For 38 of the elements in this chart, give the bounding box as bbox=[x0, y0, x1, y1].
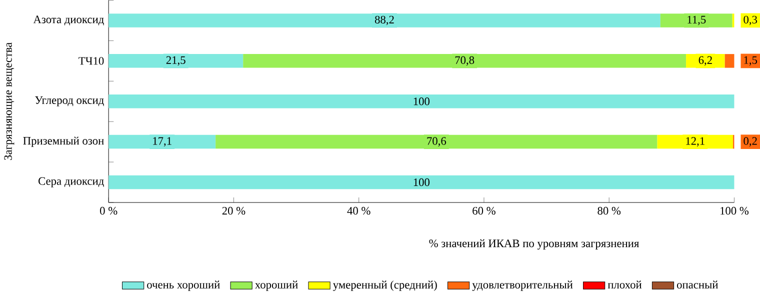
x-tick-label: 80 % bbox=[598, 206, 621, 214]
bar bbox=[108, 175, 734, 189]
legend-label: умеренный (средний) bbox=[333, 280, 437, 291]
bar bbox=[216, 134, 658, 148]
y-tick-label: ТЧ10 bbox=[78, 56, 104, 65]
y-tick-label: Азота диоксид bbox=[33, 15, 104, 26]
data-label: 12,1 bbox=[686, 136, 704, 146]
data-label: 88,2 bbox=[374, 16, 394, 25]
data-label: 17,1 bbox=[153, 136, 172, 146]
data-label: 11,5 bbox=[688, 16, 706, 25]
data-label: 21,5 bbox=[166, 56, 186, 66]
legend-label: опасный bbox=[677, 280, 718, 288]
legend-label: удовлетворительный bbox=[472, 280, 573, 291]
data-label: 0,2 bbox=[744, 136, 757, 146]
bar bbox=[724, 54, 734, 68]
data-label: 100 bbox=[414, 178, 430, 186]
data-label: 0,3 bbox=[744, 16, 758, 25]
data-label: 100 bbox=[414, 97, 430, 106]
x-tick-label: 100 % bbox=[720, 206, 749, 214]
data-label: 6,2 bbox=[698, 56, 712, 66]
data-label: 1,5 bbox=[744, 56, 758, 66]
legend-label: очень хороший bbox=[147, 280, 220, 291]
bar bbox=[108, 13, 660, 28]
data-label: 70,6 bbox=[427, 136, 446, 146]
x-axis-title: % значений ИКАВ по уровням загрязнения bbox=[429, 239, 639, 250]
y-tick-label: Приземный озон bbox=[23, 136, 104, 147]
data-label: 70,8 bbox=[455, 56, 474, 66]
bar bbox=[108, 94, 734, 108]
x-tick-label: 20 % bbox=[222, 206, 246, 214]
x-tick-label: 0 % bbox=[100, 206, 118, 214]
y-tick-label: Углерод оксид bbox=[35, 96, 104, 106]
legend-label: плохой bbox=[608, 280, 642, 288]
y-tick-label: Сера диоксид bbox=[38, 177, 104, 188]
bar bbox=[243, 54, 686, 68]
y-axis-title: Загрязняющие вещества bbox=[4, 42, 14, 160]
legend-label: хороший bbox=[254, 280, 298, 291]
x-tick-label: 60 % bbox=[472, 206, 496, 214]
x-tick-label: 40 % bbox=[347, 206, 370, 214]
